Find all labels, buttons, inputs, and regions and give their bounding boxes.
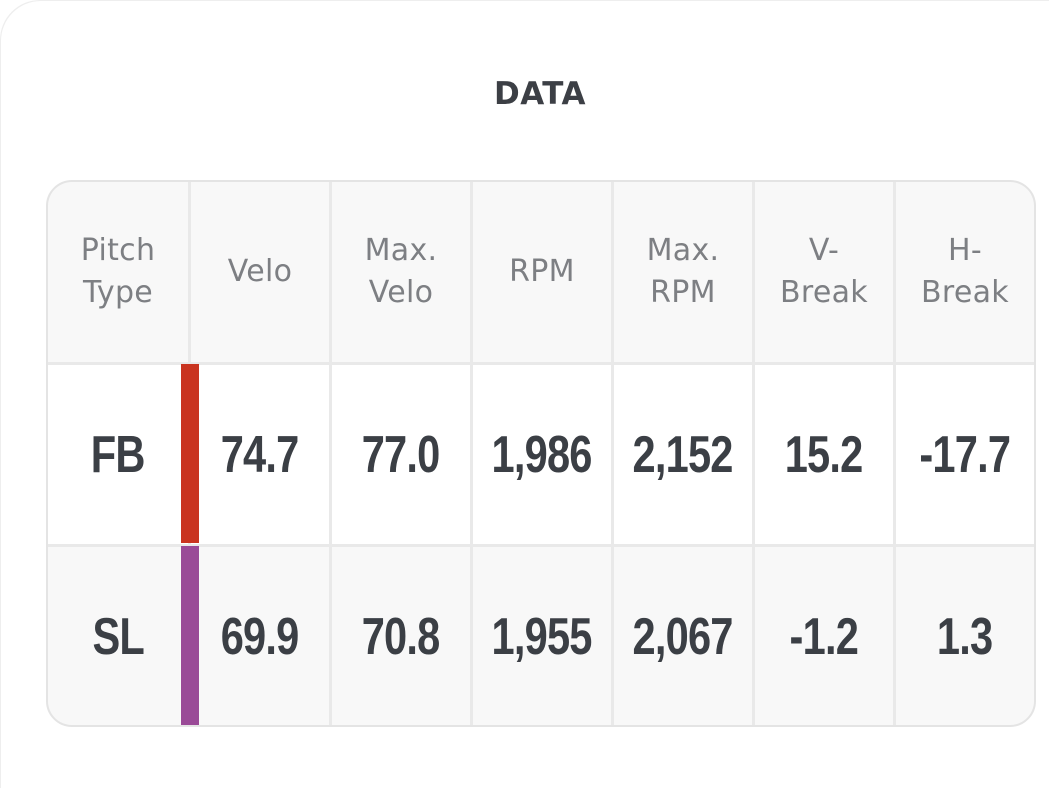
value-cell-h-break: -17.7 xyxy=(896,365,1034,544)
header-label: Pitch Type xyxy=(80,233,156,310)
value-cell-rpm: 1,986 xyxy=(473,365,611,544)
value-cell-rpm: 1,955 xyxy=(473,547,611,725)
header-label: RPM xyxy=(509,254,575,289)
value-max-rpm: 2,152 xyxy=(632,425,734,484)
value-v-break: -1.2 xyxy=(789,608,859,666)
value-h-break: 1.3 xyxy=(937,608,993,666)
value-max-velo: 77.0 xyxy=(362,425,441,484)
value-rpm: 1,955 xyxy=(491,608,593,666)
value-cell-max-rpm: 2,067 xyxy=(614,547,752,725)
value-h-break: -17.7 xyxy=(919,425,1012,484)
value-max-rpm: 2,067 xyxy=(632,608,734,666)
value-velo: 74.7 xyxy=(221,425,300,484)
value-velo: 69.9 xyxy=(221,608,300,666)
pitch-type-cell: FB xyxy=(48,365,188,544)
value-cell-max-velo: 70.8 xyxy=(332,547,470,725)
header-cell-v-break: V- Break xyxy=(755,182,893,362)
pitch-data-table: Pitch Type Velo Max. Velo RPM Max. RPM V… xyxy=(46,180,1036,727)
value-cell-velo: 69.9 xyxy=(191,547,329,725)
value-cell-velo: 74.7 xyxy=(191,365,329,544)
header-cell-rpm: RPM xyxy=(473,182,611,362)
pitch-color-bar-fb xyxy=(181,364,199,543)
header-cell-pitch-type: Pitch Type xyxy=(48,182,188,362)
value-cell-h-break: 1.3 xyxy=(896,547,1034,725)
header-label: V- Break xyxy=(780,233,868,310)
header-cell-velo: Velo xyxy=(191,182,329,362)
header-label: Max. Velo xyxy=(364,233,438,310)
pitch-color-bar-sl xyxy=(181,546,199,725)
pitch-type-cell: SL xyxy=(48,547,188,725)
table-grid: Pitch Type Velo Max. Velo RPM Max. RPM V… xyxy=(48,182,1034,725)
value-max-velo: 70.8 xyxy=(362,608,441,666)
header-cell-max-velo: Max. Velo xyxy=(332,182,470,362)
section-title: DATA xyxy=(493,76,587,112)
value-cell-max-velo: 77.0 xyxy=(332,365,470,544)
header-label: Max. RPM xyxy=(646,233,720,310)
header-label: H- Break xyxy=(921,233,1009,310)
header-cell-h-break: H- Break xyxy=(896,182,1034,362)
value-cell-max-rpm: 2,152 xyxy=(614,365,752,544)
pitch-type-label: FB xyxy=(91,425,146,484)
pitch-type-label: SL xyxy=(92,608,144,666)
header-label: Velo xyxy=(227,254,293,289)
value-cell-v-break: -1.2 xyxy=(755,547,893,725)
value-cell-v-break: 15.2 xyxy=(755,365,893,544)
header-cell-max-rpm: Max. RPM xyxy=(614,182,752,362)
value-v-break: 15.2 xyxy=(785,425,864,484)
value-rpm: 1,986 xyxy=(491,425,593,484)
